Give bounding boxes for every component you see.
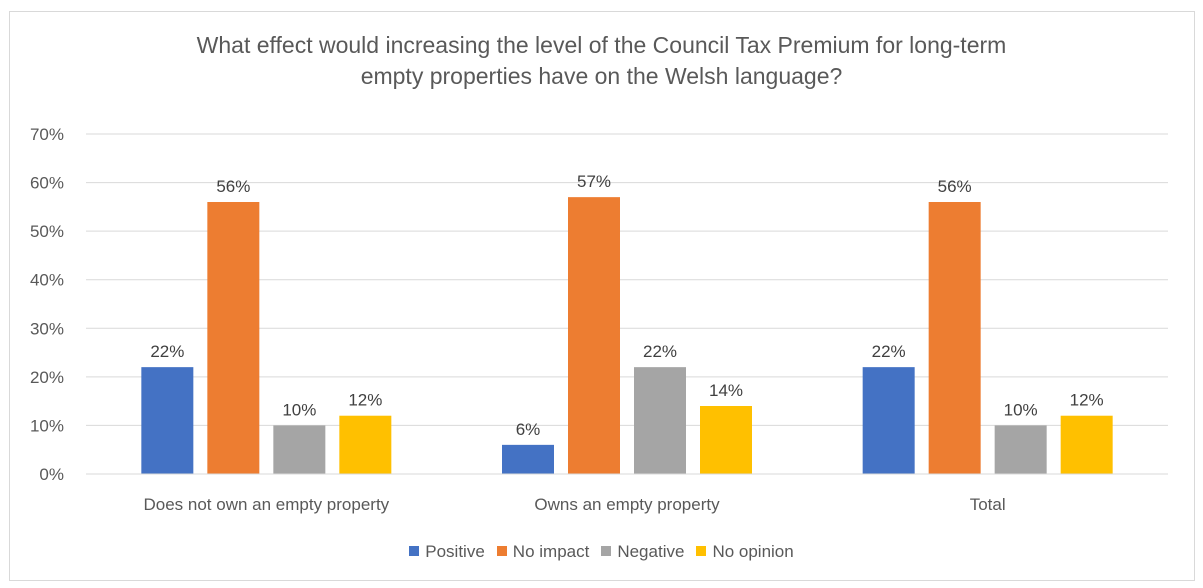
y-tick-label: 40% xyxy=(30,271,64,290)
bar xyxy=(568,197,620,474)
bar xyxy=(700,406,752,474)
legend-swatch xyxy=(601,546,612,556)
bar xyxy=(141,367,194,474)
chart-title-line-2: empty properties have on the Welsh langu… xyxy=(360,63,843,89)
y-tick-label: 30% xyxy=(30,319,64,338)
legend-swatch xyxy=(409,546,420,556)
data-label: 57% xyxy=(577,172,611,191)
data-label: 56% xyxy=(938,177,972,196)
chart-title-line-1: What effect would increasing the level o… xyxy=(196,32,1007,58)
legend-label: No impact xyxy=(512,542,590,561)
data-label: 12% xyxy=(1070,391,1104,410)
data-label: 6% xyxy=(516,420,541,439)
legend-item: Positive xyxy=(409,542,485,562)
y-tick-label: 0% xyxy=(39,465,64,484)
y-tick-label: 20% xyxy=(30,368,64,387)
data-label: 10% xyxy=(1004,400,1038,419)
legend-swatch xyxy=(496,546,507,556)
x-category-label: Owns an empty property xyxy=(534,495,720,514)
legend-label: No opinion xyxy=(712,542,794,561)
legend-label: Positive xyxy=(425,542,485,561)
bar xyxy=(339,415,392,474)
data-label: 22% xyxy=(872,342,906,361)
chart-title: What effect would increasing the level o… xyxy=(0,30,1203,92)
data-label: 22% xyxy=(150,342,184,361)
bar xyxy=(1060,415,1113,474)
bar xyxy=(862,367,915,474)
legend-item: Negative xyxy=(601,542,684,562)
x-category-label: Total xyxy=(970,495,1006,514)
chart-legend: Positive No impact Negative No opinion xyxy=(0,542,1203,562)
bar xyxy=(207,202,260,474)
legend-item: No impact xyxy=(496,542,590,562)
y-tick-label: 10% xyxy=(30,416,64,435)
data-label: 12% xyxy=(348,391,382,410)
data-label: 10% xyxy=(282,400,316,419)
y-tick-label: 60% xyxy=(30,174,64,193)
y-tick-label: 50% xyxy=(30,222,64,241)
y-tick-label: 70% xyxy=(30,125,64,144)
bar xyxy=(273,425,326,474)
bar xyxy=(634,367,686,474)
bar xyxy=(928,202,981,474)
bar xyxy=(994,425,1047,474)
bar xyxy=(502,444,554,474)
data-label: 14% xyxy=(709,381,743,400)
legend-swatch xyxy=(696,546,707,556)
legend-label: Negative xyxy=(617,542,685,561)
data-label: 22% xyxy=(643,342,677,361)
data-label: 56% xyxy=(216,177,250,196)
x-category-label: Does not own an empty property xyxy=(143,495,389,514)
legend-item: No opinion xyxy=(696,542,794,562)
